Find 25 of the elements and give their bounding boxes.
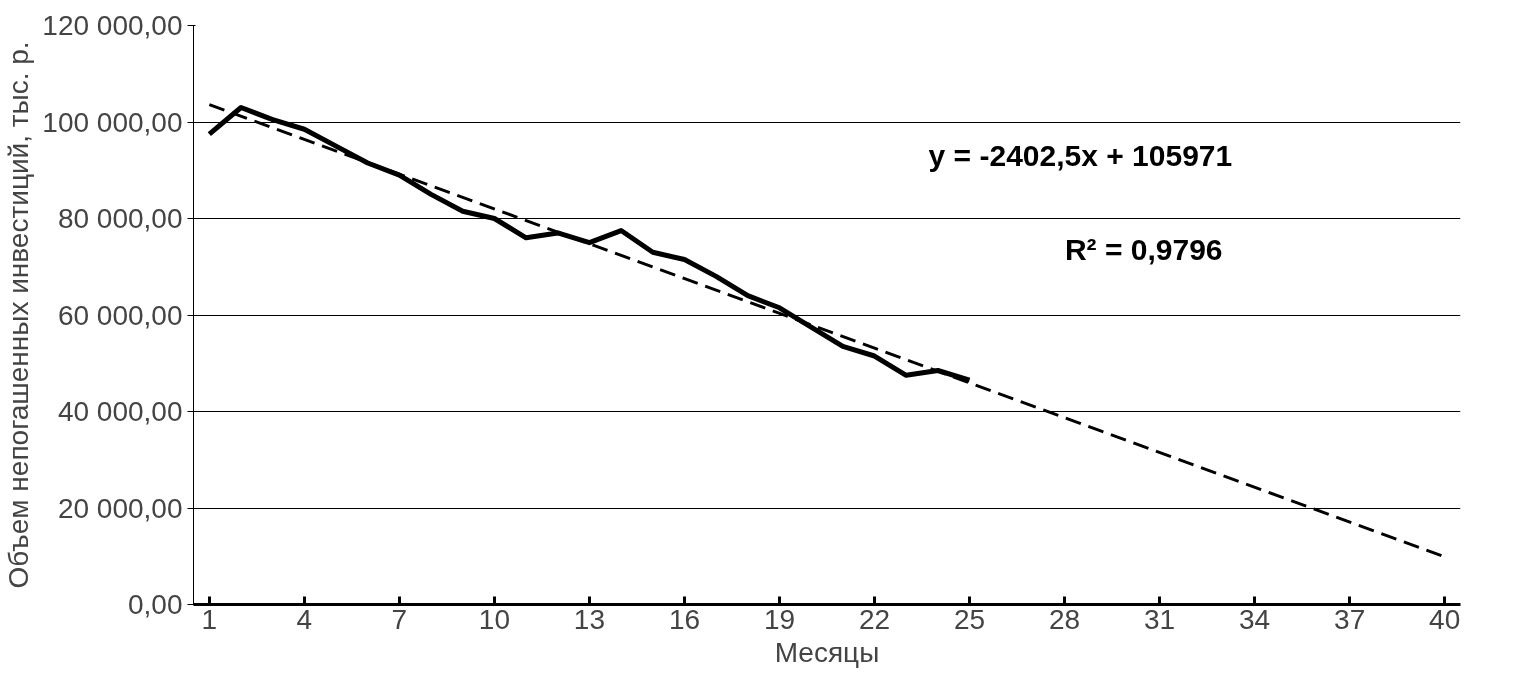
x-tick-label: 28: [1048, 603, 1081, 635]
x-tick-label: 19: [763, 603, 796, 635]
y-tick-label: 60 000,00: [57, 299, 183, 331]
y-axis-title: Объем непогашенных инвестиций, тыс. р.: [3, 41, 35, 589]
x-tick-label: 1: [201, 603, 218, 635]
x-tick-label: 10: [478, 603, 510, 635]
y-tick-label: 0,00: [128, 589, 183, 620]
x-tick-label: 31: [1144, 603, 1176, 635]
y-tick-label: 40 000,00: [57, 396, 183, 427]
annotation: R² = 0,9796: [1064, 233, 1223, 267]
x-tick-label: 7: [391, 603, 408, 635]
x-tick-label: 13: [573, 603, 606, 635]
x-tick-label: 37: [1334, 603, 1366, 635]
x-axis-title: Месяцы: [774, 636, 880, 668]
annotation: y = -2402,5x + 105971: [928, 139, 1233, 173]
x-tick-label: 16: [668, 603, 701, 635]
y-tick-label: 80 000,00: [57, 203, 183, 234]
y-tick-label: 120 000,00: [42, 10, 183, 41]
x-tick-label: 22: [858, 603, 891, 635]
x-tick-label: 4: [296, 603, 313, 635]
x-tick-label: 34: [1239, 603, 1271, 635]
x-tick-label: 40: [1429, 603, 1461, 635]
y-tick-label: 20 000,00: [57, 492, 183, 524]
x-tick-label: 25: [953, 603, 986, 635]
y-tick-label: 100 000,00: [42, 106, 183, 138]
